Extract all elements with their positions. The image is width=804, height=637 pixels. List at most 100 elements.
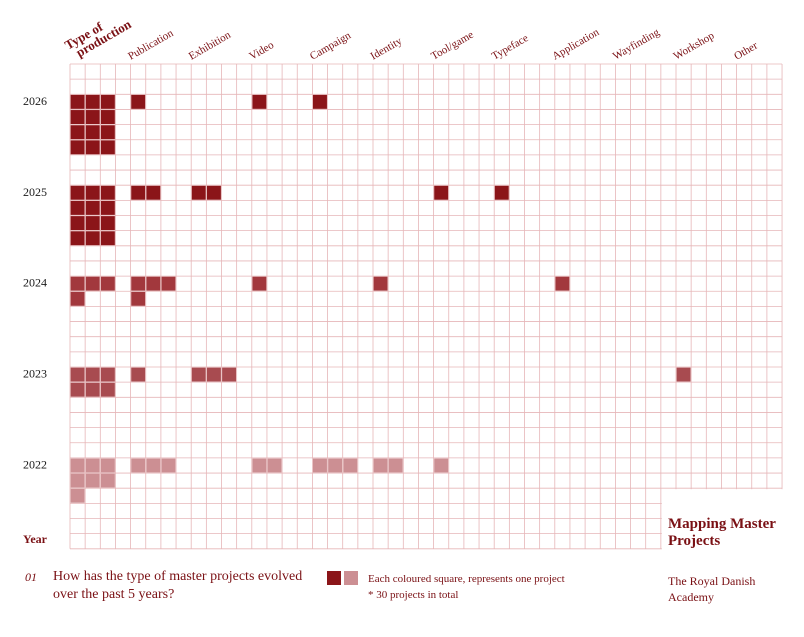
column-label-campaign: Campaign [308,29,354,62]
project-square [85,231,100,246]
column-labels: Publication Exhibition Video Campaign Identi… [126,26,760,63]
project-square [131,185,146,200]
project-square [131,276,146,291]
project-square [373,458,388,473]
project-square [146,185,161,200]
project-square [85,140,100,155]
legend-line-1: Each coloured square, represents one pro… [368,573,565,585]
question: 01 How has the type of master projects e… [25,568,313,604]
project-square [676,367,691,382]
project-square [85,367,100,382]
project-square [100,473,115,488]
project-square [252,276,267,291]
grid [69,63,783,550]
project-square [206,367,221,382]
project-square [100,276,115,291]
project-square [70,216,85,231]
column-label-wayfinding: Wayfinding [611,26,662,62]
row-label-2025: 2025 [23,185,47,199]
column-label-video: Video [247,39,276,63]
project-square [70,473,85,488]
column-label-publication: Publication [126,27,176,63]
project-square [85,382,100,397]
project-square [131,94,146,109]
project-square [85,458,100,473]
legend-swatch-dark [327,571,341,585]
project-square [146,276,161,291]
project-square [85,216,100,231]
project-square [85,276,100,291]
project-square [70,367,85,382]
project-square [100,200,115,215]
column-label-typeface: Typeface [490,32,531,63]
column-label-toolgame: Tool/game [429,29,476,63]
project-square [267,458,282,473]
project-square [555,276,570,291]
project-square [70,125,85,140]
project-square [313,94,327,109]
row-labels: 2026 2025 2024 2023 2022 [23,94,47,472]
project-square [85,110,100,124]
project-square [100,367,115,382]
project-square [252,458,267,473]
project-square [343,458,358,473]
project-square [313,458,327,473]
chart-title: Mapping Master Projects [668,516,776,549]
row-label-2024: 2024 [23,276,47,290]
column-label-other: Other [732,40,760,63]
legend-swatch-light [344,571,358,585]
project-square [100,185,115,200]
project-square [100,140,115,155]
row-label-2023: 2023 [23,367,47,381]
legend: Each coloured square, represents one pro… [368,571,628,603]
project-square [70,458,85,473]
project-square [131,367,146,382]
title-background [661,489,786,556]
project-square [131,291,146,306]
project-square [222,367,237,382]
project-square [70,488,85,503]
project-square [206,185,221,200]
question-text: How has the type of master projects evol… [53,569,303,602]
project-square [85,125,100,140]
project-square [146,458,161,473]
project-square [70,276,85,291]
project-square [70,110,85,124]
project-square [161,458,176,473]
project-square [161,276,176,291]
project-square [100,382,115,397]
project-square [70,94,85,109]
column-label-identity: Identity [369,35,405,63]
project-square [131,458,146,473]
project-square [70,140,85,155]
row-label-2026: 2026 [23,94,47,108]
project-square [85,200,100,215]
project-square [100,125,115,140]
project-square [191,185,206,200]
project-square [70,185,85,200]
project-square [100,458,115,473]
project-square [434,458,449,473]
year-axis-label: Year [23,532,48,546]
project-square [85,94,100,109]
project-square [70,231,85,246]
project-square [434,185,449,200]
project-square [85,473,100,488]
project-square [70,200,85,215]
project-square [70,382,85,397]
project-square [373,276,388,291]
column-label-workshop: Workshop [672,29,717,62]
project-square [328,458,343,473]
legend-line-2: * 30 projects in total [368,589,459,601]
project-square [494,185,509,200]
project-square [100,94,115,109]
row-label-2022: 2022 [23,458,47,472]
header-label: Type ofproduction [62,6,134,63]
column-label-application: Application [550,26,601,63]
project-square [252,94,267,109]
project-square [191,367,206,382]
project-square [388,458,403,473]
project-square [85,185,100,200]
organisation-name: The Royal Danish Academy [668,574,756,604]
